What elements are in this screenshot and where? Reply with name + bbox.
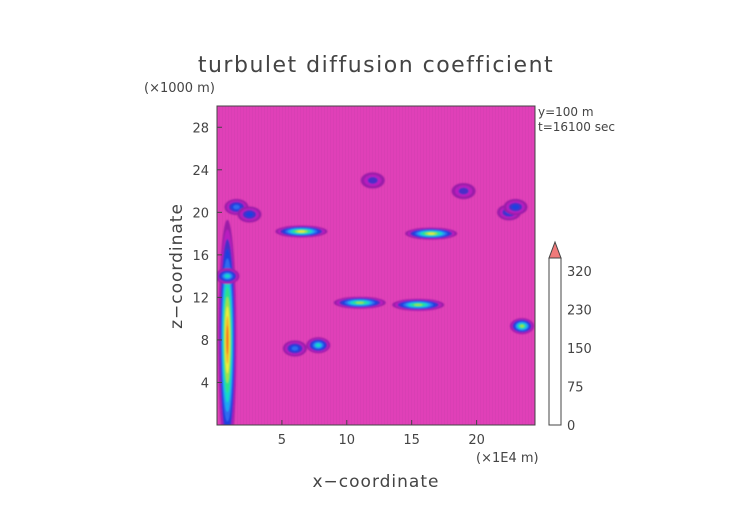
colorbar-tick-label: 320	[567, 265, 592, 280]
colorbar-tick-label: 0	[567, 419, 575, 434]
contour-ring	[226, 325, 229, 355]
heatmap-feature	[360, 172, 385, 189]
y-axis-label: z−coordinate	[167, 203, 187, 329]
colorbar-tick-label: 230	[567, 303, 592, 318]
heatmap-feature	[510, 318, 535, 335]
contour-ring	[414, 303, 423, 306]
heatmap-feature	[503, 199, 528, 216]
contour-ring	[297, 230, 306, 233]
heatmap-plot	[217, 106, 535, 425]
heatmap-feature	[451, 183, 476, 200]
x-tick-label: 5	[278, 433, 286, 448]
contour-ring	[224, 274, 230, 278]
contour-ring	[367, 177, 378, 184]
y-tick-label: 28	[192, 121, 209, 136]
y-tick-label: 16	[192, 249, 209, 264]
heatmap-feature	[275, 225, 328, 238]
heatmap-feature	[237, 206, 262, 223]
colorbar: 0 75 150 230 320	[548, 240, 592, 434]
contour-ring	[520, 324, 524, 328]
colorbar-frame	[548, 257, 562, 426]
contour-ring	[458, 187, 469, 195]
heatmap-feature	[333, 296, 386, 309]
x-tick-label: 20	[468, 433, 485, 448]
contour-ring	[511, 204, 520, 210]
y-tick-label: 12	[192, 291, 209, 306]
heatmap-feature	[405, 227, 458, 240]
y-unit-label: (×1000 m)	[144, 81, 215, 96]
y-tick-label: 8	[201, 334, 209, 349]
x-axis-label: x−coordinate	[313, 472, 440, 492]
x-tick-label: 15	[403, 433, 420, 448]
contour-ring	[355, 301, 364, 304]
info-line-1: y=100 m	[538, 105, 594, 119]
contour-ring	[245, 211, 254, 218]
info-line-2: t=16100 sec	[538, 120, 615, 134]
contour-ring	[427, 232, 435, 235]
heatmap-feature	[282, 340, 307, 357]
chart-title: turbulet diffusion coefficient	[198, 53, 554, 78]
contour-ring	[291, 346, 299, 351]
contour-ring	[315, 343, 321, 347]
colorbar-extend-triangle	[548, 240, 562, 259]
heatmap-feature	[217, 268, 240, 285]
colorbar-tick-label: 150	[567, 342, 592, 357]
y-tick-label: 4	[201, 376, 209, 391]
plot-frame	[216, 105, 536, 426]
contour-ring	[233, 204, 240, 210]
y-tick-label: 24	[192, 164, 209, 179]
x-tick-label: 10	[339, 433, 356, 448]
colorbar-tick-label: 75	[567, 380, 584, 395]
x-unit-label: (×1E4 m)	[476, 451, 539, 466]
heatmap-feature	[392, 298, 445, 311]
plot-grain	[217, 106, 535, 425]
y-tick-label: 20	[192, 206, 209, 221]
heatmap-feature	[306, 337, 331, 354]
